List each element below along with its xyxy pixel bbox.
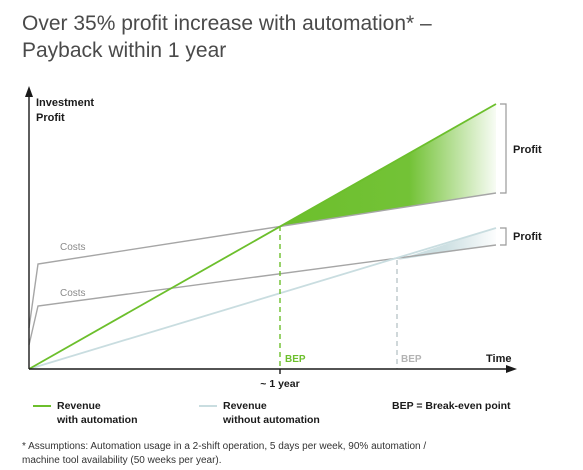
revenue-line-no-automation bbox=[28, 227, 497, 370]
legend-label-no-automation-line-2: without automation bbox=[222, 414, 320, 426]
footnote-line-1: * Assumptions: Automation usage in a 2-s… bbox=[22, 441, 427, 452]
title-line-1: Over 35% profit increase with automation… bbox=[22, 12, 432, 35]
x-tick-label: ~ 1 year bbox=[260, 378, 299, 390]
profit-label-automation: Profit bbox=[513, 144, 542, 156]
chart-title: Over 35% profit increase with automation… bbox=[22, 10, 432, 64]
bep-label-automation: BEP bbox=[285, 354, 306, 365]
footnote: * Assumptions: Automation usage in a 2-s… bbox=[22, 440, 426, 468]
profit-bracket-automation bbox=[500, 103, 507, 194]
costs-label-lower: Costs bbox=[60, 288, 86, 299]
profit-bracket-no-automation bbox=[500, 227, 507, 246]
costs-line-lower bbox=[28, 244, 497, 346]
legend-bep-definition: BEP = Break-even point bbox=[392, 400, 511, 412]
footnote-line-2: machine tool availability (50 weeks per … bbox=[22, 455, 222, 466]
revenue-line-automation bbox=[28, 103, 497, 370]
legend-label-no-automation-line-1: Revenue bbox=[223, 400, 267, 412]
y-axis-arrow bbox=[25, 86, 33, 97]
costs-label-upper: Costs bbox=[60, 242, 86, 253]
y-axis-label-line-2: Profit bbox=[36, 112, 65, 124]
legend-label-automation-line-2: with automation bbox=[56, 414, 138, 426]
bep-label-no-automation: BEP bbox=[401, 354, 422, 365]
x-axis-arrow bbox=[506, 365, 517, 373]
y-axis-label-line-1: Investment bbox=[36, 97, 94, 109]
title-line-2: Payback within 1 year bbox=[22, 39, 227, 62]
profit-label-no-automation: Profit bbox=[513, 231, 542, 243]
x-axis-label: Time bbox=[486, 353, 511, 365]
legend-label-automation-line-1: Revenue bbox=[57, 400, 101, 412]
costs-line-upper bbox=[28, 192, 497, 329]
